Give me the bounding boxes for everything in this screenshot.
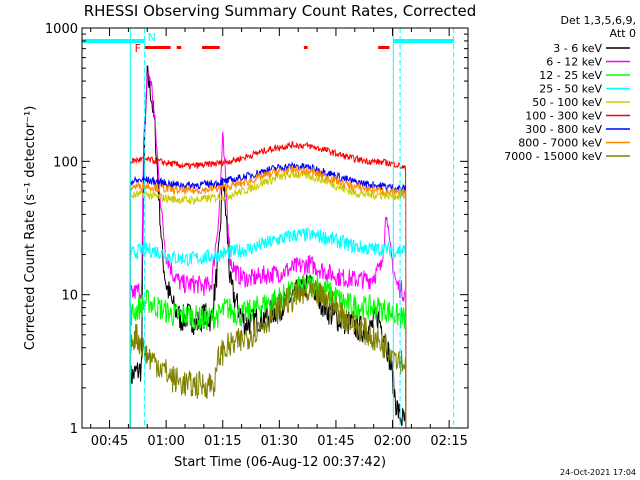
y-axis: 1 10 100 1000 xyxy=(45,22,468,437)
attenuator-bar xyxy=(82,39,145,43)
y-axis-label: Corrected Count Rate (s⁻¹ detector⁻¹) xyxy=(23,106,38,351)
series-12-25-kev xyxy=(129,274,407,429)
x-tick-label: 00:45 xyxy=(91,434,128,449)
series-7000-15000-kev xyxy=(129,280,407,429)
series-50-100-kev xyxy=(129,169,407,429)
x-tick-label: 01:45 xyxy=(317,434,354,449)
legend-label-25-50-kev: 25 - 50 keV xyxy=(539,83,602,96)
legend-label-300-800-kev: 300 - 800 keV xyxy=(525,123,602,136)
flare-bar xyxy=(176,46,182,49)
series-layer xyxy=(129,64,407,429)
x-tick-label: 02:00 xyxy=(374,434,411,449)
x-tick-label: 01:15 xyxy=(204,434,241,449)
night-label: N xyxy=(148,31,156,44)
legend-label-7000-15000-kev: 7000 - 15000 keV xyxy=(504,150,602,163)
flare-bar xyxy=(303,46,308,49)
series-300-800-kev xyxy=(129,161,407,429)
legend-header-line2: Att 0 xyxy=(610,27,636,40)
y-tick-label: 10 xyxy=(61,289,78,304)
legend-header-line1: Det 1,3,5,6,9, xyxy=(560,14,636,27)
legend-label-6-12-kev: 6 - 12 keV xyxy=(546,56,602,69)
y-tick-label: 1000 xyxy=(45,22,78,37)
y-tick-label: 100 xyxy=(53,155,78,170)
flare-label: F xyxy=(135,42,141,55)
plot-frame xyxy=(81,27,469,429)
series-100-300-kev xyxy=(129,140,407,429)
series-25-50-kev xyxy=(129,226,407,429)
flare-bar xyxy=(144,46,171,49)
x-tick-label: 01:00 xyxy=(147,434,184,449)
x-tick-label: 01:30 xyxy=(261,434,298,449)
series-6-12-kev xyxy=(129,70,407,429)
overlay-layer: NF xyxy=(82,28,455,428)
legend-label-800-7000-kev: 800 - 7000 keV xyxy=(518,137,602,150)
legend-label-50-100-kev: 50 - 100 keV xyxy=(532,96,602,109)
y-tick-label: 1 xyxy=(70,422,78,437)
legend-label-12-25-kev: 12 - 25 keV xyxy=(539,69,602,82)
flare-bar xyxy=(378,46,390,49)
legend-label-100-300-kev: 100 - 300 keV xyxy=(525,110,602,123)
footer-date: 24-Oct-2021 17:04 xyxy=(560,468,636,477)
x-tick-label: 02:15 xyxy=(430,434,467,449)
x-axis: 00:45 01:00 01:15 01:30 01:45 02:00 02:15 xyxy=(90,28,469,449)
flare-bar xyxy=(201,46,220,49)
x-axis-label: Start Time (06-Aug-12 00:37:42) xyxy=(174,455,386,470)
legend-label-3-6-kev: 3 - 6 keV xyxy=(553,42,602,55)
attenuator-bar xyxy=(393,39,454,43)
series-800-7000-kev xyxy=(129,165,407,429)
chart-title: RHESSI Observing Summary Count Rates, Co… xyxy=(84,2,477,20)
